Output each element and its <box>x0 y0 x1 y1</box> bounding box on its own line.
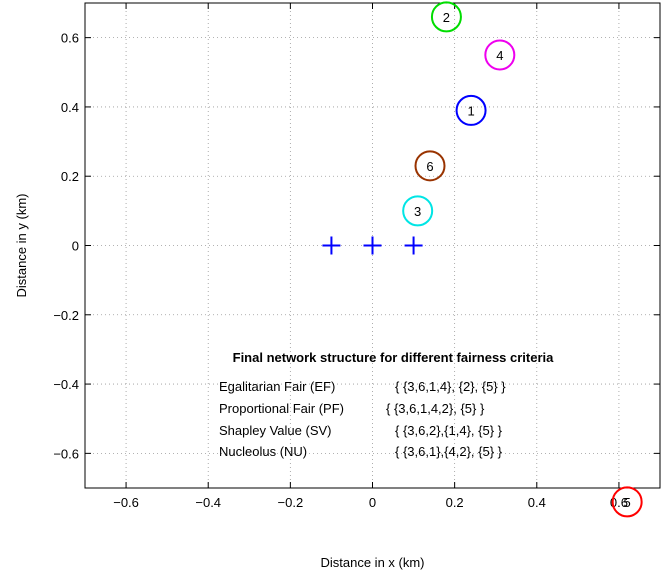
y-tick-label: −0.4 <box>53 377 79 392</box>
x-tick-label: 0.4 <box>528 495 546 510</box>
y-tick-label: 0.6 <box>61 31 79 46</box>
x-tick-label: 0.6 <box>610 495 628 510</box>
node-marker <box>402 195 434 227</box>
node-label: 5 <box>624 495 631 510</box>
criterion-name: Nucleolus (NU) <box>219 444 307 459</box>
base-station-marker <box>404 236 423 255</box>
criterion-value: { {3,6,1,4,2}, {5} } <box>386 401 485 416</box>
node-label: 2 <box>443 10 450 25</box>
node-marker <box>455 94 487 126</box>
node-label: 6 <box>426 159 433 174</box>
y-tick-label: 0.2 <box>61 169 79 184</box>
y-axis-label: Distance in y (km) <box>14 193 29 297</box>
criterion-value: { {3,6,2},{1,4}, {5} } <box>395 423 503 438</box>
node-marker <box>430 1 462 33</box>
node-label: 3 <box>414 204 421 219</box>
x-tick-label: 0 <box>369 495 376 510</box>
base-station-marker <box>322 236 341 255</box>
criterion-name: Egalitarian Fair (EF) <box>219 379 335 394</box>
node-label: 4 <box>496 48 503 63</box>
x-axis-label: Distance in x (km) <box>320 555 424 570</box>
node-label: 1 <box>467 103 474 118</box>
y-tick-label: −0.2 <box>53 308 79 323</box>
base-station-marker <box>363 236 382 255</box>
y-tick-label: 0 <box>72 239 79 254</box>
criterion-name: Proportional Fair (PF) <box>219 401 344 416</box>
grid <box>85 3 660 488</box>
x-tick-label: −0.2 <box>278 495 304 510</box>
x-tick-label: 0.2 <box>446 495 464 510</box>
x-tick-label: −0.6 <box>113 495 139 510</box>
y-tick-label: 0.4 <box>61 100 79 115</box>
node-marker <box>611 486 643 518</box>
ticks: −0.6 −0.4 −0.2 0 0.2 0.4 0.6 0.6 0.4 0.2 0 −0.2 −0.4… <box>53 3 660 510</box>
y-tick-label: −0.6 <box>53 446 79 461</box>
annotation-title: Final network structure for different fa… <box>233 350 555 365</box>
criterion-value: { {3,6,1},{4,2}, {5} } <box>395 444 503 459</box>
nodes: 1 2 3 4 5 6 <box>402 1 643 518</box>
criterion-name: Shapley Value (SV) <box>219 423 332 438</box>
node-marker <box>414 150 446 182</box>
base-stations <box>322 236 423 255</box>
x-tick-label: −0.4 <box>195 495 221 510</box>
node-marker <box>484 39 516 71</box>
criterion-value: { {3,6,1,4}, {2}, {5} } <box>395 379 506 394</box>
annotation-box: Final network structure for different fa… <box>219 350 554 459</box>
